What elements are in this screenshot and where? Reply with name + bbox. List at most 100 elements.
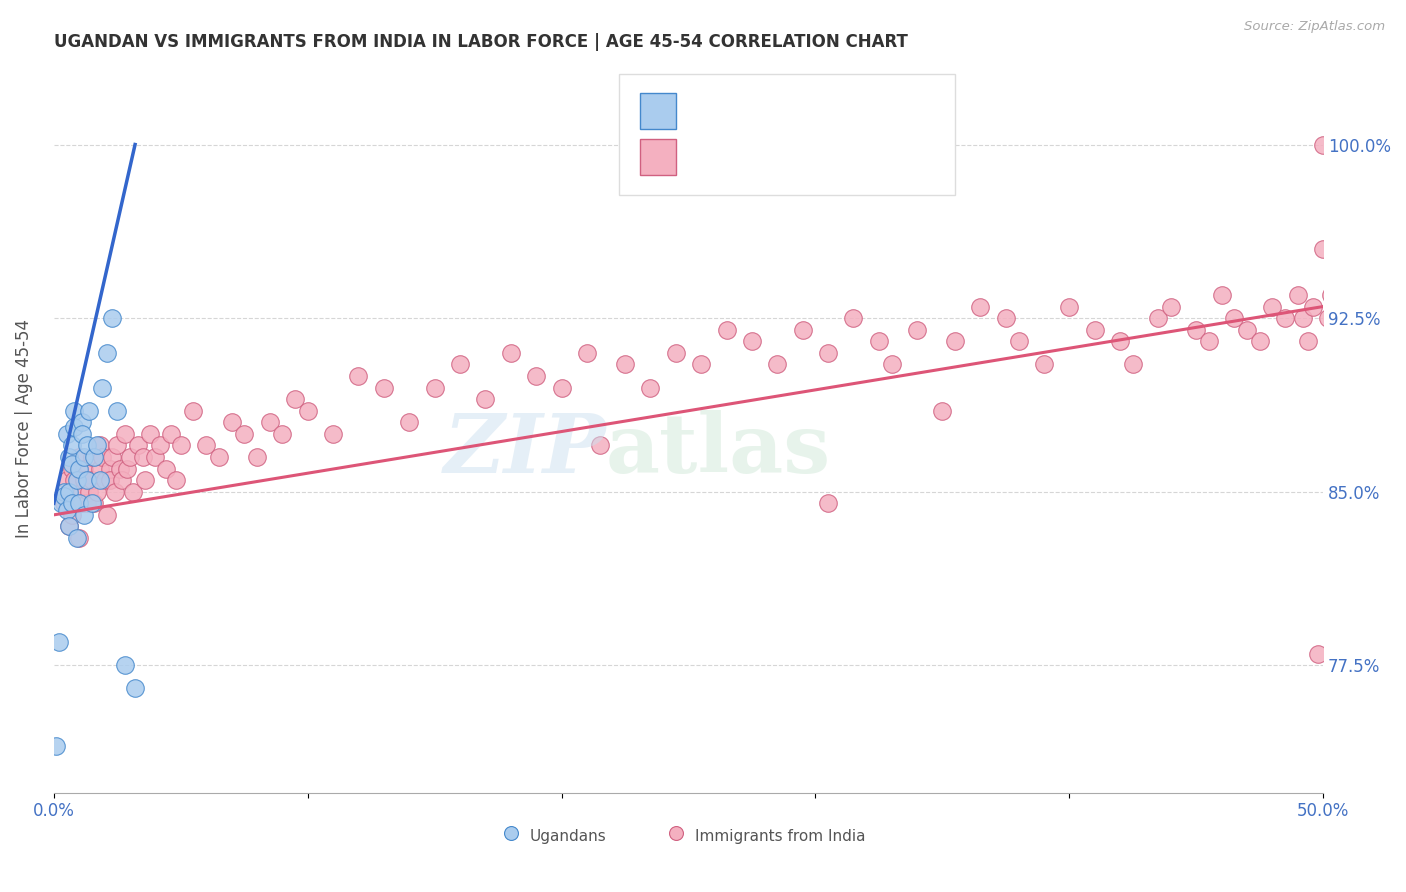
- Point: [114, 658, 136, 673]
- Point: [588, 438, 610, 452]
- Point: [1317, 311, 1340, 326]
- Point: [60, 508, 83, 522]
- Point: [575, 346, 598, 360]
- Point: [1032, 358, 1054, 372]
- Point: [55, 503, 77, 517]
- Point: [76, 496, 98, 510]
- Point: [1160, 300, 1182, 314]
- Point: [86, 438, 108, 452]
- Point: [1109, 334, 1132, 349]
- Point: [134, 473, 156, 487]
- Point: [124, 681, 146, 696]
- Text: UGANDAN VS IMMIGRANTS FROM INDIA IN LABOR FORCE | AGE 45-54 CORRELATION CHART: UGANDAN VS IMMIGRANTS FROM INDIA IN LABO…: [53, 33, 908, 51]
- Point: [969, 300, 991, 314]
- Point: [48, 635, 70, 649]
- Point: [1274, 311, 1296, 326]
- Text: 36: 36: [858, 89, 886, 107]
- Text: atlas: atlas: [606, 410, 831, 490]
- Point: [79, 484, 101, 499]
- Point: [665, 346, 688, 360]
- Point: [221, 415, 243, 429]
- Point: [73, 450, 96, 464]
- Point: [70, 484, 93, 499]
- Point: [67, 461, 90, 475]
- Point: [614, 358, 637, 372]
- Point: [70, 415, 93, 429]
- Point: [67, 450, 90, 464]
- Point: [104, 484, 127, 499]
- Point: [101, 311, 124, 326]
- Point: [1312, 242, 1334, 256]
- Point: [943, 334, 966, 349]
- Point: [58, 450, 80, 464]
- Point: [524, 369, 547, 384]
- FancyBboxPatch shape: [619, 74, 955, 194]
- Point: [63, 420, 86, 434]
- Point: [373, 380, 395, 394]
- Point: [423, 380, 446, 394]
- Point: [1306, 647, 1329, 661]
- Text: Immigrants from India: Immigrants from India: [695, 829, 865, 844]
- Point: [96, 508, 118, 522]
- Text: R =: R =: [692, 145, 728, 163]
- Point: [931, 403, 953, 417]
- FancyBboxPatch shape: [640, 93, 676, 129]
- Point: [1211, 288, 1233, 302]
- Point: [127, 438, 149, 452]
- Point: [121, 484, 143, 499]
- Point: [60, 496, 83, 510]
- Point: [1353, 334, 1375, 349]
- Point: [474, 392, 496, 406]
- Point: [208, 450, 231, 464]
- Point: [105, 403, 128, 417]
- Point: [70, 496, 93, 510]
- Point: [79, 403, 101, 417]
- Point: [1333, 311, 1355, 326]
- Point: [1327, 334, 1350, 349]
- Text: N =: N =: [813, 145, 845, 163]
- Point: [347, 369, 370, 384]
- Point: [80, 496, 103, 510]
- Point: [1334, 334, 1357, 349]
- Point: [70, 426, 93, 441]
- Text: Source: ZipAtlas.com: Source: ZipAtlas.com: [1244, 20, 1385, 33]
- Point: [1343, 311, 1365, 326]
- Point: [170, 438, 193, 452]
- Point: [83, 496, 105, 510]
- Point: [1292, 311, 1315, 326]
- Point: [1340, 300, 1362, 314]
- Point: [1346, 334, 1368, 349]
- Point: [55, 426, 77, 441]
- Point: [716, 323, 738, 337]
- Point: [271, 426, 294, 441]
- Point: [76, 438, 98, 452]
- Point: [1337, 277, 1360, 291]
- Point: [66, 473, 89, 487]
- Text: N =: N =: [813, 89, 845, 107]
- Point: [53, 489, 76, 503]
- Point: [792, 323, 814, 337]
- Point: [741, 334, 763, 349]
- Point: [1198, 334, 1220, 349]
- Point: [868, 334, 890, 349]
- Point: [1302, 300, 1324, 314]
- Point: [155, 461, 177, 475]
- Point: [322, 426, 344, 441]
- Point: [58, 484, 80, 499]
- Point: [118, 450, 141, 464]
- Point: [60, 438, 83, 452]
- Point: [89, 438, 111, 452]
- Point: [1147, 311, 1170, 326]
- Point: [246, 450, 269, 464]
- Point: [86, 484, 108, 499]
- Point: [108, 461, 131, 475]
- Point: [89, 473, 111, 487]
- Point: [51, 496, 73, 510]
- Point: [117, 461, 139, 475]
- Point: [139, 426, 162, 441]
- Point: [63, 473, 86, 487]
- Text: Ugandans: Ugandans: [530, 829, 606, 844]
- Point: [1324, 323, 1347, 337]
- Point: [145, 450, 167, 464]
- Point: [96, 346, 118, 360]
